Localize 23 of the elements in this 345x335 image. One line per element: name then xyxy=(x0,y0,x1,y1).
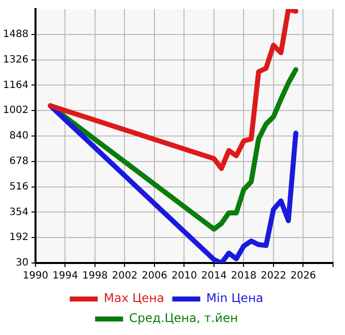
x-tick-label: 2026 xyxy=(290,270,316,282)
legend-label: Сред.Цена, т.йен xyxy=(129,311,238,326)
x-tick-label: 2018 xyxy=(231,270,256,282)
y-tick-label: 354 xyxy=(9,206,28,218)
x-tick-label: 2006 xyxy=(142,270,168,282)
x-tick-label: 2002 xyxy=(112,270,138,282)
y-tick-label: 516 xyxy=(9,181,28,192)
y-tick-label: 678 xyxy=(9,156,28,167)
x-tick-label: 1994 xyxy=(52,270,78,282)
x-tick-label: 2010 xyxy=(172,270,197,282)
y-tick-label: 30 xyxy=(16,258,28,269)
y-tick-label: 840 xyxy=(9,130,28,142)
y-tick-label: 1164 xyxy=(2,80,28,91)
y-tick-label: 192 xyxy=(9,232,28,244)
x-tick-label: 2014 xyxy=(201,270,227,282)
y-tick-label: 1488 xyxy=(2,28,28,40)
legend-label: Min Цена xyxy=(206,291,264,306)
x-tick-label: 1990 xyxy=(22,270,48,282)
x-tick-label: 1998 xyxy=(82,270,108,282)
y-tick-label: 1326 xyxy=(2,54,28,66)
y-tick-label: 1002 xyxy=(2,105,28,116)
x-tick-label: 2022 xyxy=(260,270,286,282)
legend-label: Max Цена xyxy=(104,291,164,306)
